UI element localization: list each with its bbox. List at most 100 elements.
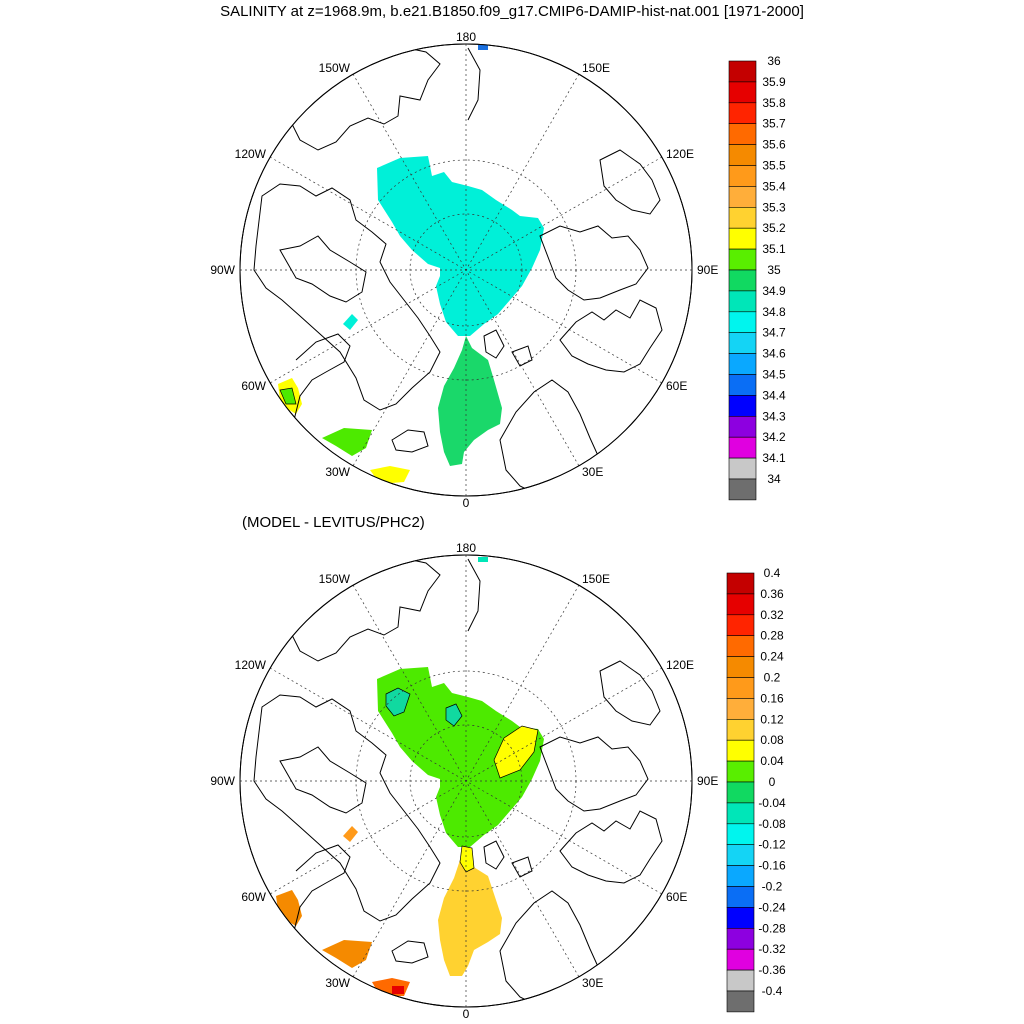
colorbar-label: 0.36 [760, 587, 784, 601]
colorbar-swatch [728, 457, 757, 480]
difference-region-fram [459, 845, 475, 873]
salinity-colorbar: 36 35.9 35.8 35.7 35.6 35.5 35.4 35.3 35.2 35.1 35… [728, 54, 786, 501]
lon-label-30e: 30E [582, 976, 603, 990]
colorbar-swatch [728, 478, 757, 501]
colorbar-swatch [726, 927, 755, 950]
colorbar-swatch [726, 677, 755, 699]
lon-label-120e: 120E [666, 147, 694, 161]
colorbar-label: 34.5 [762, 368, 786, 382]
colorbar-label: 34.9 [762, 284, 786, 298]
colorbar-label: -0.4 [762, 984, 783, 998]
colorbar-swatch [728, 269, 757, 292]
colorbar-label: 35.8 [762, 96, 786, 110]
lon-label-60e: 60E [666, 890, 687, 904]
salinity-region-baffin [343, 314, 358, 330]
lon-label-30w: 30W [325, 976, 350, 990]
colorbar-label: 0.24 [760, 650, 784, 664]
colorbar-swatch [728, 374, 757, 396]
colorbar-label: -0.28 [758, 921, 786, 935]
colorbar-label: 0 [769, 775, 776, 789]
colorbar-label: 35.2 [762, 221, 786, 235]
lon-label-150w: 150W [319, 61, 351, 75]
lon-label-120w: 120W [235, 658, 267, 672]
colorbar-label: 34.1 [762, 451, 786, 465]
colorbar-label: 0.08 [760, 733, 784, 747]
lon-label-150w: 150W [319, 572, 351, 586]
colorbar-swatch [726, 907, 755, 929]
lon-label-90e: 90E [697, 774, 718, 788]
colorbar-swatch [726, 739, 755, 762]
colorbar-swatch [728, 102, 757, 125]
lon-label-60w: 60W [241, 379, 266, 393]
colorbar-label: 0.16 [760, 691, 784, 705]
lon-label-60e: 60E [666, 379, 687, 393]
colorbar-swatch [728, 207, 757, 229]
colorbar-swatch [728, 227, 757, 250]
colorbar-label: 35.7 [762, 117, 786, 131]
difference-region-labrador [276, 890, 302, 926]
lon-label-90e: 90E [697, 263, 718, 277]
colorbar-label: 34.3 [762, 409, 786, 423]
colorbar-swatch [728, 165, 757, 187]
salinity-region-nordic [438, 336, 502, 466]
colorbar-label: 35.5 [762, 159, 786, 173]
colorbar-label: 0.2 [764, 671, 781, 685]
colorbar-swatch [728, 186, 757, 208]
colorbar-swatch [726, 969, 755, 992]
difference-map: 180 0 90W 90E 150W 150E 120W 120E 60W 60… [210, 541, 718, 1021]
salinity-map: 180 0 90W 90E 150W 150E 120W 120E 60W 60… [210, 30, 718, 510]
colorbar-swatch [728, 248, 757, 271]
difference-region-arctic-basin [377, 667, 544, 847]
colorbar-swatch [726, 802, 755, 825]
colorbar-swatch [726, 572, 755, 595]
colorbar-swatch [728, 123, 757, 145]
colorbar-label: -0.32 [758, 942, 786, 956]
colorbar-label: 35.6 [762, 138, 786, 152]
colorbar-label: -0.24 [758, 900, 786, 914]
difference-region-negative-2 [445, 703, 463, 727]
colorbar-swatch [728, 311, 757, 333]
colorbar-label: -0.12 [758, 838, 786, 852]
colorbar-swatch [726, 760, 755, 783]
figure-title: SALINITY at z=1968.9m, b.e21.B1850.f09_g… [220, 3, 804, 20]
colorbar-swatch [728, 332, 757, 354]
colorbar-label: 0.28 [760, 629, 784, 643]
colorbar-swatch [726, 781, 755, 804]
salinity-region-labrador-core [279, 387, 297, 405]
colorbar-label: 35 [767, 263, 781, 277]
colorbar-label: -0.08 [758, 817, 786, 831]
difference-region-nordic [438, 848, 502, 976]
salinity-region-arctic-basin [377, 156, 544, 336]
salinity-longitude-labels: 180 0 90W 90E 150W 150E 120W 120E 60W 60… [210, 30, 718, 510]
colorbar-label: 0.12 [760, 712, 784, 726]
colorbar-swatch [728, 290, 757, 313]
colorbar-swatch [726, 844, 755, 866]
lon-label-30w: 30W [325, 465, 350, 479]
colorbar-label: 35.3 [762, 200, 786, 214]
difference-longitude-labels: 180 0 90W 90E 150W 150E 120W 120E 60W 60… [210, 541, 718, 1021]
salinity-region-irminger [322, 428, 372, 456]
lon-label-180: 180 [456, 30, 476, 44]
colorbar-label: 0.04 [760, 754, 784, 768]
colorbar-swatch [726, 823, 755, 845]
colorbar-swatch [726, 698, 755, 720]
lon-label-30e: 30E [582, 465, 603, 479]
difference-region-irminger [322, 940, 372, 968]
colorbar-swatch [726, 718, 755, 741]
colorbar-label: 34.6 [762, 347, 786, 361]
colorbar-label: 0.4 [764, 566, 781, 580]
graticule [240, 555, 692, 1007]
lon-label-180: 180 [456, 541, 476, 555]
difference-panel-title: (MODEL - LEVITUS/PHC2) [242, 514, 425, 531]
colorbar-label: -0.04 [758, 796, 786, 810]
colorbar-swatch [726, 865, 755, 887]
colorbar-swatch [726, 635, 755, 657]
colorbar-swatch [726, 948, 755, 971]
lon-label-120e: 120E [666, 658, 694, 672]
difference-colorbar: 0.4 0.36 0.32 0.28 0.24 0.2 0.16 0.12 0.08 0.04 0 -… [726, 566, 786, 1013]
colorbar-label: -0.36 [758, 963, 786, 977]
salinity-region-pacific [478, 45, 488, 50]
colorbar-swatch [726, 656, 755, 678]
difference-region-iceland-core [392, 986, 404, 994]
